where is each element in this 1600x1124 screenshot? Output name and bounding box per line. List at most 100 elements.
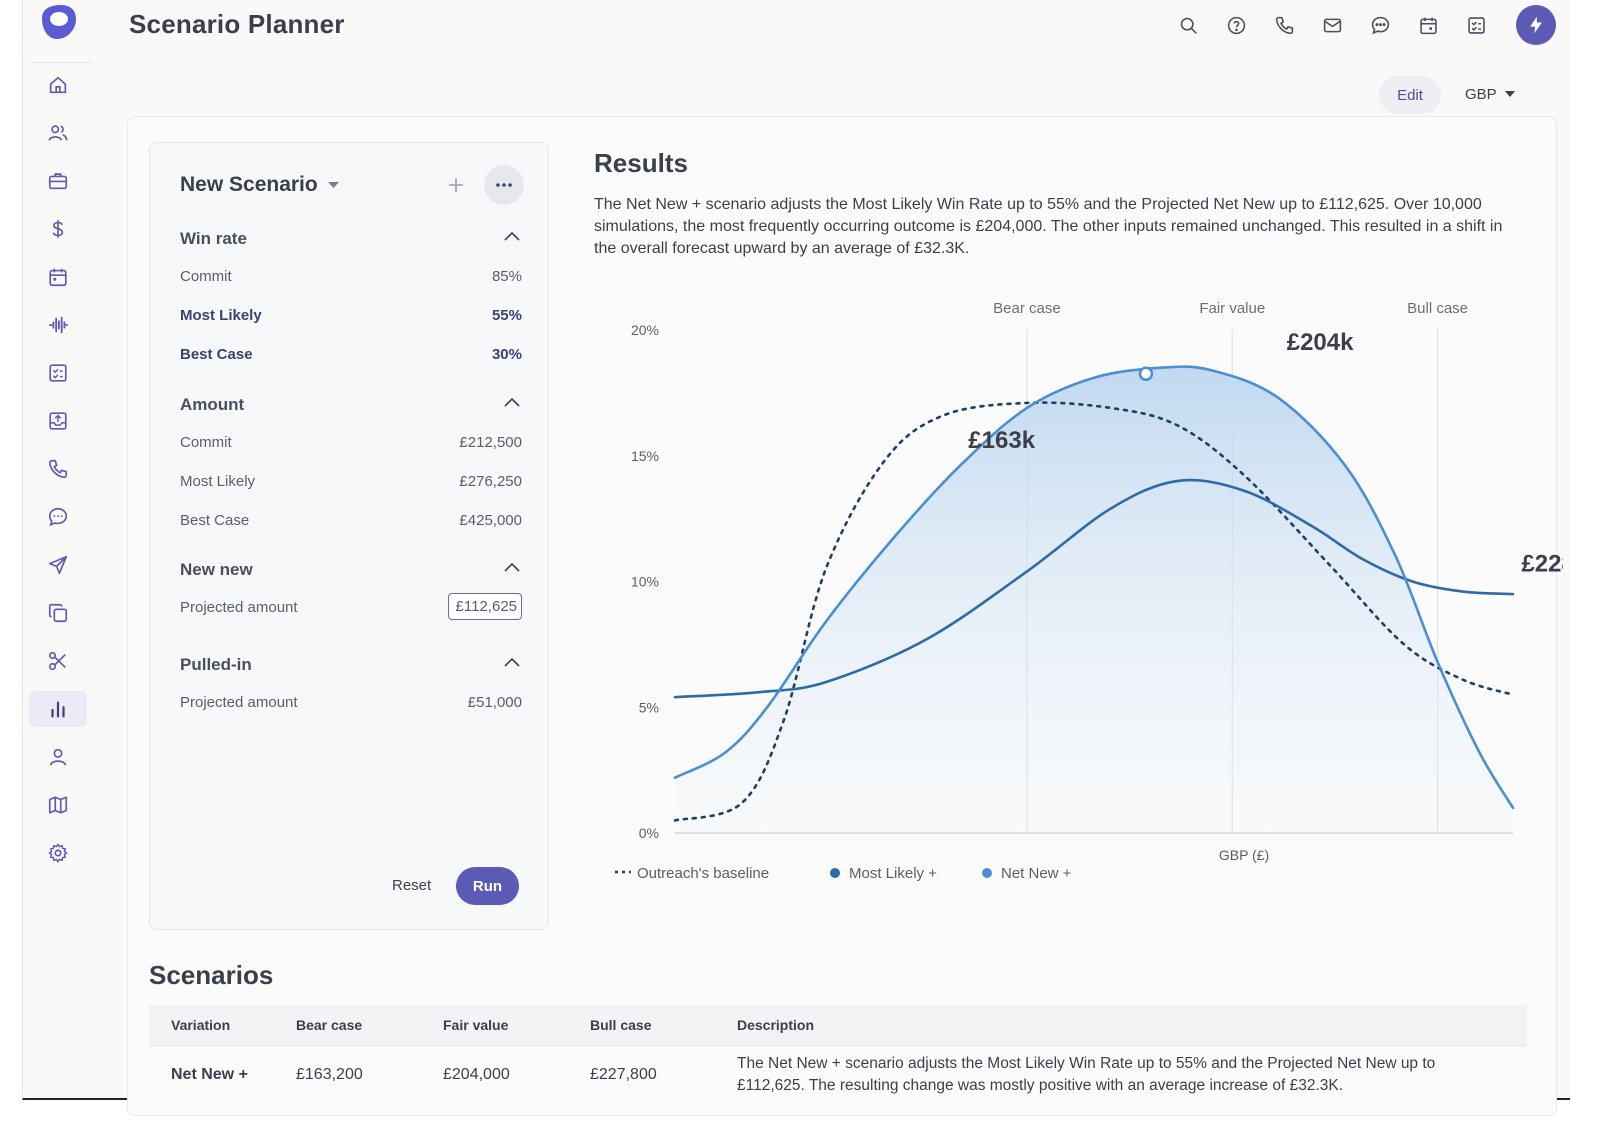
quick-actions-button[interactable] [1516,5,1556,45]
row-value[interactable]: 85% [491,268,522,285]
row-label: Projected amount [180,694,298,711]
legend-label: Net New + [1001,865,1072,882]
add-scenario-button[interactable] [436,165,476,205]
table-row[interactable]: Net New + £163,200 £204,000 £227,800 The… [149,1045,1527,1103]
projected-amount-input[interactable]: £112,625 [448,593,522,620]
chat-icon [48,507,68,527]
row-value[interactable]: £51,000 [467,694,522,711]
rail-briefcase[interactable] [29,163,87,199]
win-rate-best-case-row: Best Case 30% [180,346,522,363]
row-label: Most Likely [180,473,256,490]
win-rate-most-likely-row: Most Likely 55% [180,307,522,324]
rail-send[interactable] [29,547,87,583]
phone-icon[interactable] [1260,10,1308,40]
row-value[interactable]: 55% [491,307,522,324]
search-icon[interactable] [1164,10,1212,40]
col-description[interactable]: Description [737,1017,815,1033]
chevron-up-icon[interactable] [504,657,520,667]
reference-line-label: Bull case [1407,300,1468,317]
win-rate-section-title: Win rate [180,229,247,248]
reset-button[interactable]: Reset [392,877,432,894]
map-icon [48,796,68,814]
y-tick-label: 0% [639,825,659,841]
col-fair-value[interactable]: Fair value [443,1017,509,1033]
tasks-icon[interactable] [1452,10,1500,40]
amount-most-likely-row: Most Likely £276,250 [180,473,522,490]
reference-line-label: Fair value [1199,300,1265,317]
y-tick-label: 5% [639,699,659,715]
left-rail [23,0,93,1100]
row-value[interactable]: 30% [491,346,522,363]
edit-button[interactable]: Edit [1379,76,1441,114]
rail-gear[interactable] [29,835,87,871]
people-icon [48,125,68,141]
rail-map[interactable] [29,787,87,823]
run-button[interactable]: Run [456,867,519,905]
send-icon [48,555,68,575]
help-icon[interactable] [1212,10,1260,40]
row-value[interactable]: £276,250 [459,473,522,490]
copy-icon [48,603,68,623]
cell-variation: Net New + [171,1065,248,1083]
data-label: £204k [1287,329,1354,356]
rail-scissors[interactable] [29,643,87,679]
more-options-button[interactable] [484,165,524,205]
cell-bull-case: £227,800 [590,1065,657,1083]
series-area-net-new [675,366,1513,833]
data-label: £228k [1521,550,1563,577]
cell-bear-case: £163,200 [296,1065,363,1083]
row-value[interactable]: £425,000 [459,512,522,529]
x-axis-label: GBP (£) [1219,847,1269,863]
scissors-icon [48,651,66,671]
reference-line-label: Bear case [993,300,1061,317]
rail-phone[interactable] [29,451,87,487]
scenarios-title: Scenarios [149,960,274,990]
y-tick-label: 20% [631,322,659,338]
col-bull-case[interactable]: Bull case [590,1017,652,1033]
chevron-up-icon[interactable] [504,562,520,572]
calendar-icon[interactable] [1404,10,1452,40]
row-label: Most Likely [180,307,262,324]
scenarios-table: Variation Bear case Fair value Bull case… [149,1005,1527,1103]
pulled-in-section-title: Pulled-in [180,655,252,674]
rail-chat[interactable] [29,499,87,535]
data-label: £163k [968,427,1035,454]
rail-home[interactable] [29,67,87,103]
series-line-outreach-s-baseline [673,401,1515,822]
peak-marker [1138,366,1154,381]
col-bear-case[interactable]: Bear case [296,1017,363,1033]
amount-commit-row: Commit £212,500 [180,434,522,451]
rail-copy[interactable] [29,595,87,631]
caret-down-icon [327,181,339,188]
cell-fair-value: £204,000 [443,1065,510,1083]
col-variation[interactable]: Variation [171,1017,231,1033]
scenario-selector[interactable]: New Scenario [180,173,339,197]
rail-dollar[interactable] [29,211,87,247]
row-label: Best Case [180,512,250,529]
rail-checklist[interactable] [29,355,87,391]
row-value[interactable]: £212,500 [459,434,522,451]
currency-select[interactable]: GBP [1465,86,1515,103]
chat-icon[interactable] [1356,10,1404,40]
rail-people[interactable] [29,115,87,151]
scenario-panel: New Scenario Win rate Commit 85% Most Li… [149,142,549,930]
mail-icon[interactable] [1308,10,1356,40]
rail-bar-chart[interactable] [29,691,87,727]
rail-soundwave[interactable] [29,307,87,343]
chevron-up-icon[interactable] [504,231,520,241]
legend-label: Most Likely + [849,865,937,882]
rail-user[interactable] [29,739,87,775]
chevron-up-icon[interactable] [504,397,520,407]
legend-swatch [830,868,840,878]
y-tick-label: 15% [631,448,659,464]
rail-divider [31,62,93,63]
row-label: Projected amount [180,599,298,616]
win-rate-commit-row: Commit 85% [180,268,522,285]
rail-inbox-upload[interactable] [29,403,87,439]
app-logo[interactable] [36,2,80,42]
legend-item: Net New + [982,865,1072,882]
home-icon [49,76,67,94]
row-label: Commit [180,268,232,285]
rail-calendar[interactable] [29,259,87,295]
page-title: Scenario Planner [129,9,345,39]
